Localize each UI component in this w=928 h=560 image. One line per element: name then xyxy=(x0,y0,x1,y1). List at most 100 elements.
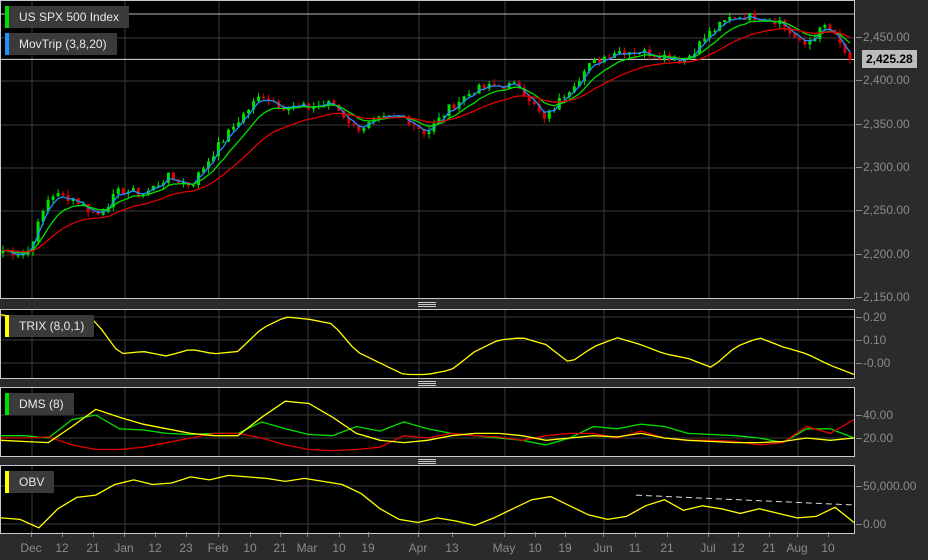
candle xyxy=(151,185,155,191)
candle-body xyxy=(658,56,662,60)
x-tick xyxy=(708,532,709,537)
price-axis-label: 2,150.00 xyxy=(863,290,910,304)
candle-body xyxy=(522,87,526,96)
plot-area xyxy=(1,1,854,298)
candle-body xyxy=(206,161,210,169)
x-tick xyxy=(339,532,340,537)
candle-body xyxy=(41,211,45,222)
candle-body xyxy=(442,116,446,118)
candle xyxy=(733,17,737,19)
candle xyxy=(703,33,707,43)
candle-body xyxy=(607,56,611,58)
candle xyxy=(718,21,722,32)
moving-average-3 xyxy=(2,15,851,256)
panel-resize-handle[interactable] xyxy=(418,381,436,386)
x-axis-label: 19 xyxy=(361,541,375,555)
x-tick xyxy=(565,532,566,537)
price-axis-label: 2,350.00 xyxy=(863,117,910,131)
legend-spx[interactable]: US SPX 500 Index xyxy=(5,6,130,28)
candle xyxy=(111,189,115,211)
x-tick xyxy=(93,532,94,537)
y-tick xyxy=(856,254,862,255)
candle xyxy=(788,23,792,37)
candle-body xyxy=(217,142,221,157)
x-axis-label: 10 xyxy=(332,541,346,555)
x-tick xyxy=(280,532,281,537)
price-panel[interactable] xyxy=(0,0,855,299)
candle-body xyxy=(517,82,521,88)
candle-body xyxy=(447,104,451,117)
candle xyxy=(217,137,221,161)
candle xyxy=(201,166,205,174)
candle-body xyxy=(46,199,50,212)
panel-resize-handle[interactable] xyxy=(418,459,436,464)
candle-body xyxy=(547,110,551,119)
dms-panel[interactable] xyxy=(0,387,855,457)
candle-body xyxy=(597,59,601,63)
x-axis-label: Dec xyxy=(20,541,42,555)
trix-panel[interactable] xyxy=(0,309,855,379)
legend-obv[interactable]: OBV xyxy=(5,471,55,493)
candle-body xyxy=(417,125,421,130)
x-axis-label: 12 xyxy=(731,541,745,555)
candle xyxy=(362,127,366,134)
legend-movtrip[interactable]: MovTrip (3,8,20) xyxy=(5,33,117,55)
candle-body xyxy=(718,21,722,31)
candle-body xyxy=(257,96,261,102)
dms-adx-line xyxy=(1,400,854,444)
trix-line xyxy=(1,314,854,376)
plot-area xyxy=(1,310,854,378)
candle-body xyxy=(592,59,596,64)
candle-body xyxy=(467,93,471,97)
obv-trendline[interactable] xyxy=(635,494,854,506)
x-tick xyxy=(635,532,636,537)
last-price-tag: 2,425.28 xyxy=(862,50,917,68)
dms-minus-di-line xyxy=(1,419,854,452)
candle-body xyxy=(242,113,246,123)
candle-body xyxy=(347,117,351,124)
candle-body xyxy=(733,17,737,19)
candle xyxy=(708,27,712,42)
candle-body xyxy=(262,96,266,99)
candle xyxy=(778,16,782,29)
x-tick xyxy=(368,532,369,537)
candle xyxy=(492,79,496,86)
candle xyxy=(96,210,100,216)
candle-body xyxy=(472,93,476,95)
plot-area xyxy=(1,466,854,533)
obv-panel[interactable] xyxy=(0,465,855,534)
moving-average-20 xyxy=(3,27,851,253)
candle-body xyxy=(211,156,215,162)
y-tick xyxy=(856,486,862,487)
candle-body xyxy=(703,38,707,42)
price-axis-label: 2,300.00 xyxy=(863,160,910,174)
legend-color-swatch xyxy=(5,393,9,415)
x-axis-label: 21 xyxy=(660,541,674,555)
y-tick xyxy=(856,317,862,318)
candle xyxy=(622,47,626,59)
candle xyxy=(823,23,827,32)
candle-body xyxy=(728,17,732,21)
candle-body xyxy=(111,194,115,208)
y-tick xyxy=(856,524,862,525)
candle-body xyxy=(56,193,60,197)
y-tick xyxy=(856,124,862,125)
x-tick xyxy=(828,532,829,537)
candle-body xyxy=(237,122,241,127)
price-axis-label: 2,250.00 xyxy=(863,203,910,217)
candle-body xyxy=(577,81,581,87)
candle-body xyxy=(723,20,727,22)
candle-body xyxy=(753,13,757,20)
panel-resize-handle[interactable] xyxy=(418,302,436,307)
x-axis-label: Jun xyxy=(593,541,613,555)
candle-body xyxy=(582,71,586,82)
candle-body xyxy=(352,123,356,125)
legend-dms[interactable]: DMS (8) xyxy=(5,393,74,415)
trix-axis-label: 0.10 xyxy=(863,333,887,347)
x-tick xyxy=(667,532,668,537)
x-tick xyxy=(738,532,739,537)
obv-axis-label: 0.00 xyxy=(863,517,887,531)
legend-trix[interactable]: TRIX (8,0,1) xyxy=(5,315,95,337)
x-axis-label: 10 xyxy=(243,541,257,555)
